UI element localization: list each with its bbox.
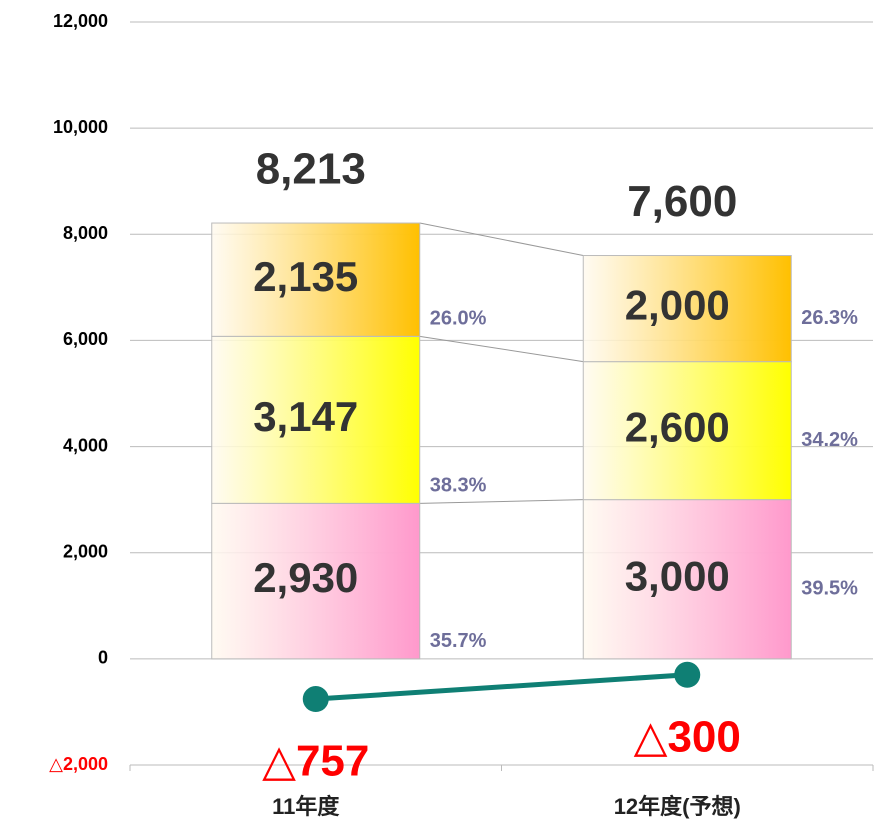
total-label: 7,600 — [627, 177, 737, 226]
y-tick-label: 2,000 — [63, 541, 108, 561]
y-tick-label: 8,000 — [63, 223, 108, 243]
line-label: △300 — [634, 712, 741, 761]
segment-label: 2,930 — [253, 554, 358, 601]
percent-label: 26.0% — [430, 308, 487, 330]
segment-label: 2,600 — [625, 404, 730, 451]
line-marker — [674, 661, 701, 688]
percent-label: 26.3% — [801, 307, 858, 329]
y-tick-label: 4,000 — [63, 435, 108, 455]
x-tick-label: 12年度(予想) — [614, 794, 741, 819]
y-tick-label: 0 — [98, 648, 108, 668]
y-tick-label: 12,000 — [53, 11, 108, 31]
segment-label: 3,000 — [625, 552, 730, 599]
bar-segment — [582, 255, 792, 363]
bar-segment — [211, 502, 421, 660]
total-label: 8,213 — [256, 145, 366, 194]
percent-label: 39.5% — [801, 578, 858, 600]
line — [315, 672, 688, 702]
y-tick-label: 10,000 — [53, 117, 108, 137]
percent-label: 34.2% — [801, 429, 858, 451]
connector — [419, 499, 584, 504]
bar-segment — [211, 335, 421, 504]
segment-label: 2,135 — [253, 253, 358, 300]
percent-label: 38.3% — [430, 475, 487, 497]
y-tick-label: 6,000 — [63, 329, 108, 349]
bar-segment — [211, 222, 421, 337]
bar-segment — [582, 361, 792, 501]
segment-label: 3,147 — [253, 393, 358, 440]
line-marker — [302, 686, 329, 713]
percent-label: 35.7% — [430, 630, 487, 652]
x-tick-label: 11年度 — [272, 794, 340, 819]
line-label: △757 — [262, 737, 369, 786]
connector — [419, 335, 584, 363]
connector — [419, 222, 584, 257]
segment-label: 2,000 — [625, 282, 730, 329]
y-tick-label: △2,000 — [49, 754, 108, 774]
